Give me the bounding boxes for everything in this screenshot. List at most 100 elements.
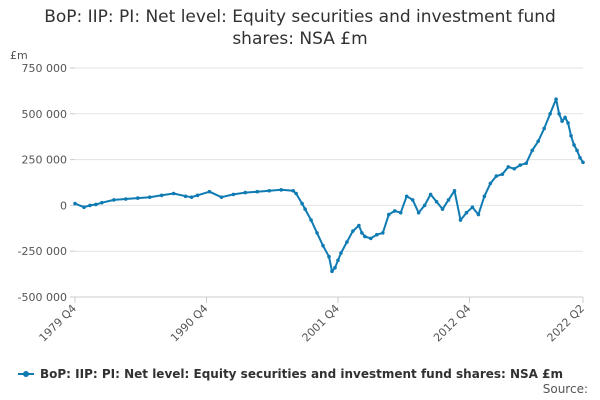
data-point[interactable] bbox=[578, 155, 582, 160]
data-point[interactable] bbox=[560, 119, 564, 123]
data-point[interactable] bbox=[195, 193, 200, 198]
data-point[interactable] bbox=[303, 207, 307, 211]
data-point[interactable] bbox=[243, 190, 248, 195]
y-axis-ticks: -500 000 -250 000 0 250 000 500 000 750 000 bbox=[18, 62, 75, 304]
data-point[interactable] bbox=[124, 197, 128, 201]
data-point[interactable] bbox=[330, 269, 334, 274]
y-axis-unit-label: £m bbox=[10, 49, 28, 62]
legend-label: BoP: IIP: PI: Net level: Equity securiti… bbox=[40, 367, 563, 381]
source-label: Source: bbox=[542, 382, 588, 396]
data-point[interactable] bbox=[563, 115, 567, 120]
data-point[interactable] bbox=[416, 210, 421, 215]
x-tick-label: 2001 Q4 bbox=[300, 302, 343, 345]
data-point[interactable] bbox=[458, 218, 463, 222]
data-point[interactable] bbox=[554, 97, 558, 101]
data-point[interactable] bbox=[575, 148, 579, 153]
data-point[interactable] bbox=[500, 172, 505, 177]
data-point[interactable] bbox=[255, 189, 260, 194]
data-point[interactable] bbox=[524, 161, 529, 166]
data-point[interactable] bbox=[452, 188, 457, 193]
data-point[interactable] bbox=[345, 240, 349, 244]
data-point[interactable] bbox=[300, 201, 304, 206]
x-tick-label: 1979 Q4 bbox=[37, 302, 80, 345]
data-point[interactable] bbox=[207, 189, 212, 194]
data-point[interactable] bbox=[339, 251, 343, 255]
data-point[interactable] bbox=[488, 181, 493, 186]
data-point[interactable] bbox=[572, 143, 576, 147]
data-point[interactable] bbox=[440, 207, 445, 211]
data-point[interactable] bbox=[512, 166, 517, 171]
data-point[interactable] bbox=[536, 139, 540, 144]
data-point[interactable] bbox=[404, 194, 409, 199]
y-tick-label: 0 bbox=[60, 199, 67, 212]
data-point[interactable] bbox=[333, 265, 337, 270]
x-axis-ticks: 1979 Q4 1990 Q4 2001 Q4 2012 Q4 2022 Q2 bbox=[37, 296, 588, 345]
data-point[interactable] bbox=[159, 193, 164, 198]
data-point[interactable] bbox=[294, 191, 298, 196]
chart-title: BoP: IIP: PI: Net level: Equity securiti… bbox=[0, 6, 600, 50]
data-point[interactable] bbox=[135, 196, 140, 200]
data-point[interactable] bbox=[464, 210, 469, 215]
x-tick-label: 2022 Q2 bbox=[545, 302, 588, 345]
data-point[interactable] bbox=[380, 231, 385, 235]
x-tick-label: 2012 Q4 bbox=[431, 302, 474, 345]
data-point[interactable] bbox=[506, 165, 511, 169]
data-point[interactable] bbox=[336, 258, 340, 263]
data-point[interactable] bbox=[392, 209, 397, 213]
data-point[interactable] bbox=[548, 112, 552, 116]
data-point[interactable] bbox=[189, 195, 194, 199]
data-point[interactable] bbox=[422, 203, 427, 208]
data-point[interactable] bbox=[73, 201, 77, 206]
data-point[interactable] bbox=[279, 188, 283, 192]
data-point[interactable] bbox=[581, 160, 585, 165]
series-line[interactable] bbox=[74, 98, 584, 273]
data-point[interactable] bbox=[112, 198, 116, 202]
data-point[interactable] bbox=[375, 232, 379, 237]
data-point[interactable] bbox=[147, 195, 152, 199]
data-point[interactable] bbox=[410, 198, 415, 202]
data-point[interactable] bbox=[530, 148, 534, 153]
data-point[interactable] bbox=[518, 163, 523, 167]
y-tick-label: 250 000 bbox=[22, 154, 68, 167]
data-point[interactable] bbox=[309, 218, 313, 222]
data-point[interactable] bbox=[321, 243, 325, 248]
data-point[interactable] bbox=[569, 133, 573, 138]
data-point[interactable] bbox=[315, 231, 319, 235]
data-point[interactable] bbox=[171, 191, 176, 196]
data-point[interactable] bbox=[446, 198, 451, 202]
series-group bbox=[73, 97, 585, 274]
data-point[interactable] bbox=[82, 205, 86, 210]
data-point[interactable] bbox=[100, 200, 104, 205]
data-point[interactable] bbox=[470, 205, 475, 210]
data-point[interactable] bbox=[566, 121, 570, 125]
data-point[interactable] bbox=[428, 192, 433, 197]
data-point[interactable] bbox=[557, 112, 561, 116]
data-point[interactable] bbox=[94, 202, 98, 207]
data-point[interactable] bbox=[542, 126, 546, 131]
data-point[interactable] bbox=[386, 212, 391, 217]
data-point[interactable] bbox=[494, 174, 499, 178]
gridlines bbox=[75, 67, 583, 298]
data-point[interactable] bbox=[363, 234, 367, 239]
data-point[interactable] bbox=[357, 223, 361, 228]
data-point[interactable] bbox=[327, 254, 331, 259]
chart-title-line-1: BoP: IIP: PI: Net level: Equity securiti… bbox=[44, 7, 556, 27]
data-point[interactable] bbox=[369, 236, 373, 241]
data-point[interactable] bbox=[482, 194, 487, 199]
data-point[interactable] bbox=[183, 194, 188, 199]
y-tick-label: -500 000 bbox=[18, 291, 67, 304]
y-tick-label: 750 000 bbox=[22, 62, 68, 75]
data-point[interactable] bbox=[267, 188, 272, 193]
data-point[interactable] bbox=[351, 229, 355, 233]
data-point[interactable] bbox=[434, 199, 439, 204]
legend[interactable]: BoP: IIP: PI: Net level: Equity securiti… bbox=[18, 367, 563, 381]
data-point[interactable] bbox=[88, 203, 92, 208]
data-point[interactable] bbox=[219, 195, 224, 199]
x-tick-label: 1990 Q4 bbox=[168, 302, 211, 345]
y-tick-label: -250 000 bbox=[18, 245, 67, 258]
data-point[interactable] bbox=[398, 210, 403, 215]
data-point[interactable] bbox=[291, 188, 295, 193]
data-point[interactable] bbox=[360, 231, 364, 235]
data-point[interactable] bbox=[476, 212, 481, 217]
data-point[interactable] bbox=[231, 192, 236, 197]
